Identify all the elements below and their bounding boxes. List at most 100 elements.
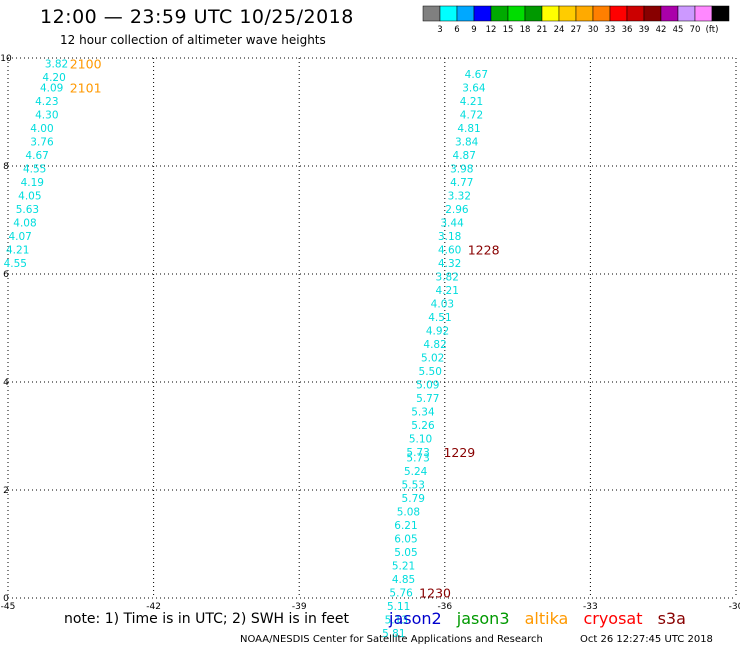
wave-height-point: 5.50 — [419, 366, 442, 378]
satellite-jason2: jason2 — [389, 609, 442, 628]
colorbar-label: 70 — [690, 25, 701, 35]
wave-height-point: 5.05 — [394, 547, 417, 559]
wave-height-point: 4.03 — [431, 299, 454, 311]
colorbar-label: 15 — [503, 25, 514, 35]
wave-height-point: 4.20 — [42, 72, 65, 84]
wave-height-point: 5.53 — [402, 480, 425, 492]
x-tick-label: -33 — [583, 602, 598, 612]
credit-line: NOAA/NESDIS Center for Satellite Applica… — [240, 634, 543, 645]
wave-height-point: 4.30 — [35, 110, 58, 122]
wave-height-point: 4.82 — [423, 339, 446, 351]
wave-height-point: 4.07 — [8, 231, 31, 243]
wave-height-point: 5.73 — [406, 453, 429, 465]
wave-height-point: 5.21 — [392, 561, 415, 573]
wave-height-point: 5.76 — [389, 588, 413, 600]
colorbar-label: 9 — [471, 25, 476, 35]
wave-height-point: 4.05 — [18, 191, 41, 203]
wave-height-point: 4.60 — [438, 245, 461, 257]
x-tick-label: -30 — [729, 602, 740, 612]
colorbar-legend: 3 6 9 12 15 18 21 24 27 30 33 36 39 42 45 70 (ft) — [422, 5, 730, 35]
wave-height-point: 5.09 — [416, 380, 439, 392]
x-tick-label: -36 — [437, 602, 452, 612]
chart-subtitle: 12 hour collection of altimeter wave hei… — [60, 33, 326, 47]
colorbar-label: 30 — [588, 25, 599, 35]
colorbar-swatch — [711, 5, 730, 22]
wave-height-point: 4.09 — [40, 83, 63, 95]
wave-height-point: 3.44 — [440, 218, 464, 230]
wave-height-point: 6.05 — [394, 534, 417, 546]
wave-height-point: 5.63 — [16, 204, 39, 216]
y-tick-label: 6 — [3, 270, 9, 280]
wave-height-point: 4.08 — [13, 218, 36, 230]
wave-height-point: 4.19 — [21, 177, 44, 189]
wave-height-point: 4.21 — [460, 96, 483, 108]
colorbar-label: 42 — [656, 25, 667, 35]
wave-height-point: 4.77 — [450, 177, 473, 189]
wave-height-point: 3.98 — [450, 164, 473, 176]
wave-height-point: 4.55 — [4, 258, 27, 270]
wave-height-point: 4.23 — [35, 96, 58, 108]
wave-height-point: 3.84 — [455, 137, 479, 149]
wave-height-point: 4.55 — [23, 164, 46, 176]
wave-height-point: 3.32 — [448, 191, 471, 203]
time-label: 1230 — [419, 586, 451, 601]
wave-height-point: 4.00 — [30, 123, 53, 135]
satellite-jason3: jason3 — [456, 609, 510, 628]
y-tick-label: 0 — [3, 594, 9, 604]
colorbar-label: 12 — [486, 25, 497, 35]
y-tick-label: 4 — [3, 378, 9, 388]
wave-height-point: 4.72 — [460, 110, 483, 122]
chart-title: 12:00 — 23:59 UTC 10/25/2018 — [40, 6, 354, 28]
wave-height-point: 4.51 — [428, 312, 451, 324]
time-label: 2101 — [70, 81, 102, 96]
units-note: note: 1) Time is in UTC; 2) SWH is in fe… — [64, 611, 350, 627]
colorbar-label: 24 — [554, 25, 565, 35]
wave-height-point: 6.21 — [394, 520, 417, 532]
y-tick-label: 2 — [3, 486, 9, 496]
wave-height-point: 3.82 — [436, 272, 459, 284]
satellite-cryosat: cryosat — [583, 609, 643, 628]
wave-height-point: 4.87 — [453, 150, 476, 162]
wave-height-point: 4.81 — [457, 123, 480, 135]
colorbar-label: (ft) — [706, 25, 719, 35]
y-tick-label: 8 — [3, 162, 9, 172]
satellite-s3a: s3a — [657, 609, 686, 628]
colorbar-label: 45 — [673, 25, 684, 35]
wave-height-point: 4.67 — [25, 150, 48, 162]
wave-height-point: 5.81 — [382, 628, 405, 640]
wave-height-point: 4.85 — [392, 574, 415, 586]
wave-height-point: 4.67 — [465, 69, 488, 81]
wave-height-point: 5.02 — [421, 353, 444, 365]
wave-height-point: 3.64 — [462, 83, 486, 95]
wave-height-point: 5.34 — [411, 407, 435, 419]
colorbar-label: 3 — [437, 25, 442, 35]
wave-height-point: 5.24 — [404, 466, 428, 478]
wave-height-point: 4.21 — [6, 245, 29, 257]
wave-height-point: 2.96 — [445, 204, 469, 216]
colorbar-label: 36 — [622, 25, 633, 35]
wave-height-point: 3.76 — [30, 137, 54, 149]
x-tick-label: -45 — [1, 602, 16, 612]
colorbar-label: 6 — [454, 25, 459, 35]
wave-height-point: 5.13 — [385, 615, 408, 627]
time-label: 1229 — [443, 445, 475, 460]
wave-height-point: 5.10 — [409, 434, 432, 446]
wave-height-point: 3.82 — [45, 58, 68, 70]
wave-height-point: 5.08 — [397, 507, 420, 519]
colorbar-label: 27 — [571, 25, 582, 35]
wave-height-point: 5.77 — [416, 393, 439, 405]
wave-height-point: 5.11 — [387, 601, 410, 613]
colorbar-label: 18 — [520, 25, 531, 35]
wave-height-point: 3.18 — [438, 231, 461, 243]
satellite-altika: altika — [524, 609, 569, 628]
x-tick-label: -39 — [292, 602, 307, 612]
colorbar-label: 33 — [605, 25, 616, 35]
x-tick-label: -42 — [146, 602, 161, 612]
time-label: 1228 — [468, 243, 500, 258]
wave-height-point: 4.92 — [426, 326, 449, 338]
time-label: 2100 — [70, 56, 102, 71]
wave-height-point: 5.79 — [402, 493, 425, 505]
wave-height-point: 4.21 — [436, 285, 459, 297]
